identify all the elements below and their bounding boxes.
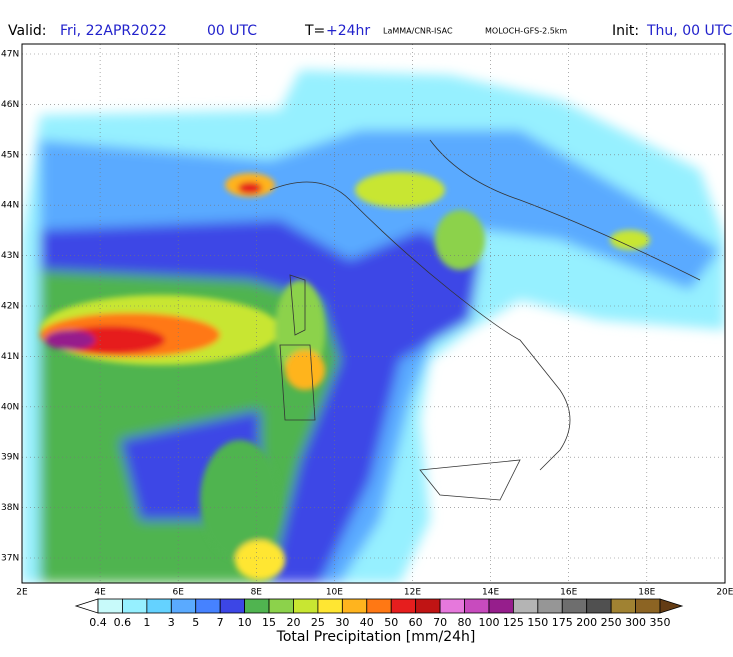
- colorbar-label: 50: [384, 616, 398, 629]
- colorbar-box: [293, 598, 319, 614]
- colorbar-box: [439, 598, 465, 614]
- lead-label: T=: [304, 23, 325, 39]
- colorbar-box: [537, 598, 563, 614]
- colorbar-label: 60: [409, 616, 423, 629]
- lat-label: 47N: [1, 50, 19, 60]
- init-label: Init:: [612, 23, 639, 39]
- lon-label: 16E: [560, 588, 577, 598]
- lon-label: 8E: [251, 588, 263, 598]
- colorbar-label: 0.6: [114, 616, 132, 629]
- colorbar-box: [512, 598, 539, 614]
- graticule: 47N 46N 45N 44N 43N 42N 41N 40N 39N 38N 37N 2E 4E 6E 8…: [1, 44, 733, 598]
- lat-label: 39N: [1, 453, 19, 463]
- model: MOLOCH-GFS-2.5km: [485, 27, 567, 36]
- valid-label: Valid:: [8, 23, 46, 39]
- colorbar-label: 150: [527, 616, 548, 629]
- lat-label: 45N: [1, 150, 19, 160]
- map-frame: [21, 43, 726, 584]
- colorbar-label: 25: [311, 616, 325, 629]
- lead-value: +24hr: [326, 23, 370, 39]
- colorbar-box: [122, 598, 148, 614]
- init-value: Thu, 00 UTC: [646, 23, 732, 39]
- colorbar-box: [244, 598, 270, 614]
- colorbar-label: 40: [360, 616, 374, 629]
- colorbar-label: 350: [650, 616, 671, 629]
- lon-label: 4E: [94, 588, 106, 598]
- colorbar-arrow-left: [74, 598, 99, 614]
- valid-time: 00 UTC: [207, 23, 257, 39]
- colorbar-box: [464, 598, 490, 614]
- colorbar-label: 300: [625, 616, 646, 629]
- colorbar-box: [219, 598, 246, 614]
- colorbar-label: 125: [503, 616, 524, 629]
- colorbar-label: 7: [217, 616, 224, 629]
- source: LaMMA/CNR-ISAC: [383, 27, 453, 36]
- colorbar-arrow-right: [659, 598, 684, 614]
- lon-label: 6E: [172, 588, 184, 598]
- header: Valid: Fri, 22APR2022 00 UTC T= +24hr La…: [8, 23, 732, 39]
- colorbar-box: [341, 598, 368, 614]
- colorbar-box: [488, 598, 514, 614]
- lat-label: 38N: [1, 503, 19, 513]
- precip-field: [22, 44, 725, 583]
- colorbar-box: [170, 598, 197, 614]
- colorbar-title: Total Precipitation [mm/24h]: [276, 629, 476, 645]
- colorbar-label: 10: [238, 616, 252, 629]
- colorbar: 0.4 0.6 1 3 5 7 10 15 20 25 30 40 50 60 70 80 100 125 150 1…: [74, 598, 684, 629]
- lat-label: 37N: [1, 554, 19, 564]
- lat-label: 44N: [1, 201, 19, 211]
- colorbar-label: 250: [601, 616, 622, 629]
- colorbar-box: [586, 598, 612, 614]
- colorbar-label: 0.4: [89, 616, 107, 629]
- colorbar-label: 15: [262, 616, 276, 629]
- colorbar-label: 80: [458, 616, 472, 629]
- colorbar-label: 30: [335, 616, 349, 629]
- coastlines: [269, 139, 701, 501]
- colorbar-label: 5: [192, 616, 199, 629]
- lat-label: 46N: [1, 100, 19, 110]
- lat-label: 41N: [1, 352, 19, 362]
- colorbar-label: 200: [576, 616, 597, 629]
- colorbar-box: [268, 598, 294, 614]
- lat-label: 40N: [1, 402, 19, 412]
- lat-label: 43N: [1, 251, 19, 261]
- lon-label: 20E: [716, 588, 733, 598]
- colorbar-label: 1: [143, 616, 150, 629]
- colorbar-box: [610, 598, 636, 614]
- colorbar-box: [635, 598, 661, 614]
- colorbar-box: [366, 598, 392, 614]
- colorbar-box: [195, 598, 221, 614]
- lon-label: 18E: [638, 588, 655, 598]
- colorbar-box: [390, 598, 417, 614]
- colorbar-label: 3: [168, 616, 175, 629]
- colorbar-box: [97, 598, 123, 614]
- colorbar-label: 20: [286, 616, 300, 629]
- lon-label: 12E: [404, 588, 421, 598]
- lon-label: 2E: [16, 588, 28, 598]
- colorbar-box: [561, 598, 588, 614]
- colorbar-box: [146, 598, 172, 614]
- valid-date: Fri, 22APR2022: [60, 23, 167, 39]
- lon-label: 14E: [482, 588, 499, 598]
- lon-label: 10E: [326, 588, 343, 598]
- colorbar-label: 70: [433, 616, 447, 629]
- colorbar-box: [415, 598, 441, 614]
- lat-label: 42N: [1, 302, 19, 312]
- colorbar-box: [317, 598, 343, 614]
- colorbar-label: 175: [552, 616, 573, 629]
- colorbar-label: 100: [478, 616, 499, 629]
